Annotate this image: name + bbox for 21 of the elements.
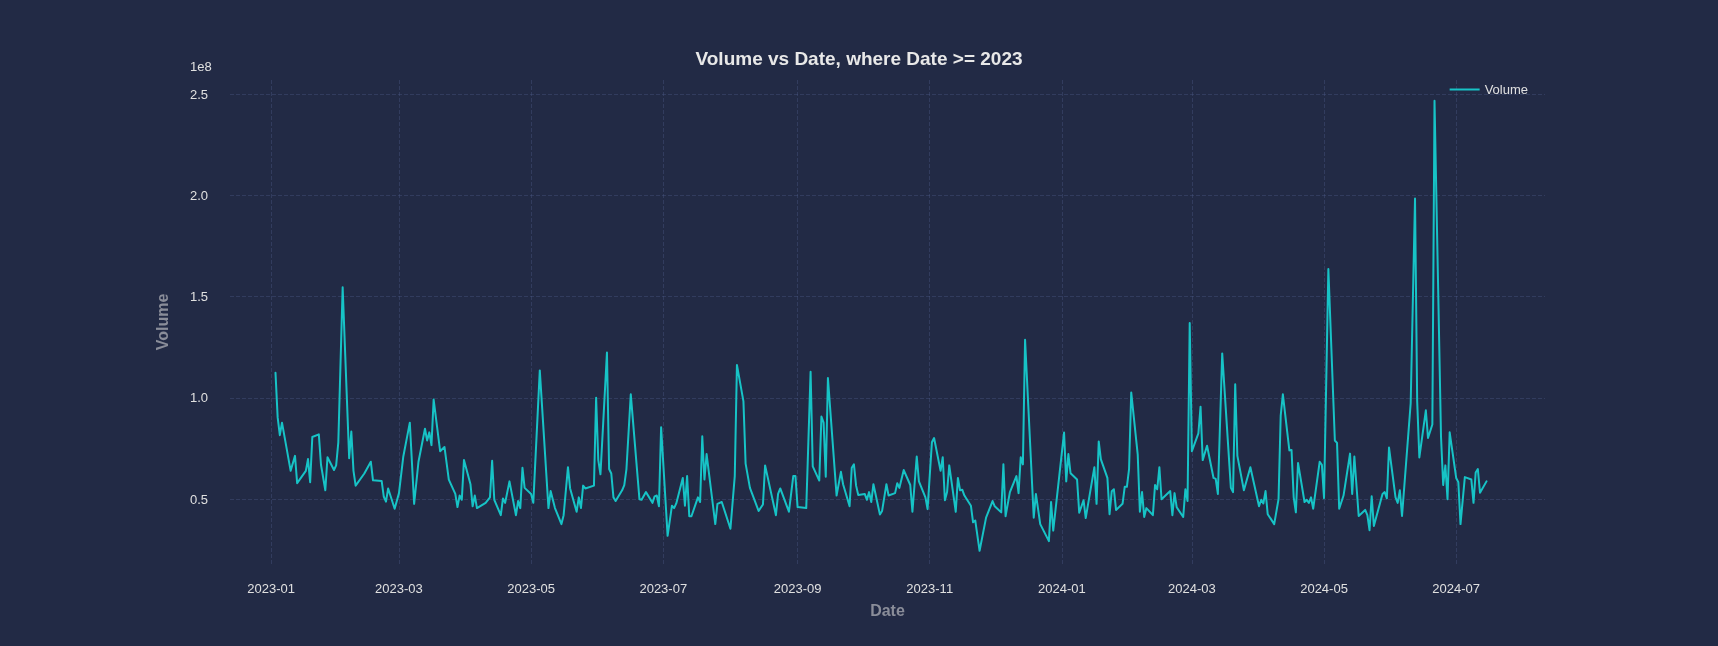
y-tick-label: 1.0: [190, 390, 209, 406]
text: 1e8: [190, 59, 212, 74]
chart-title: Volume vs Date, where Date >= 2023: [695, 48, 1023, 69]
legend-label: Volume: [1484, 82, 1529, 97]
y-tick-label: 2.0: [190, 187, 209, 203]
x-tick-label: 2023-09: [773, 581, 822, 596]
x-tick-label: 2023-01: [247, 581, 296, 596]
x-tick-label: 2024-01: [1038, 581, 1086, 596]
x-tick-label: 2023-07: [639, 581, 688, 596]
x-tick-label: 2023-11: [906, 581, 954, 596]
x-tick-label: 2023-05: [507, 581, 555, 596]
y-tick-label: 2.5: [190, 86, 209, 102]
line-series: [274, 99, 1488, 552]
x-tick-label: 2024-03: [1168, 581, 1216, 596]
y-tick-label: 1.5: [190, 289, 209, 305]
y-tick-label: 0.5: [190, 491, 209, 507]
x-tick-label: 2024-07: [1432, 581, 1481, 596]
x-tick-label: 2024-05: [1300, 581, 1348, 596]
x-tick-label: 2023-03: [375, 581, 423, 596]
x-axis-title: Date: [870, 601, 905, 619]
y-axis-title: Volume: [153, 293, 171, 351]
